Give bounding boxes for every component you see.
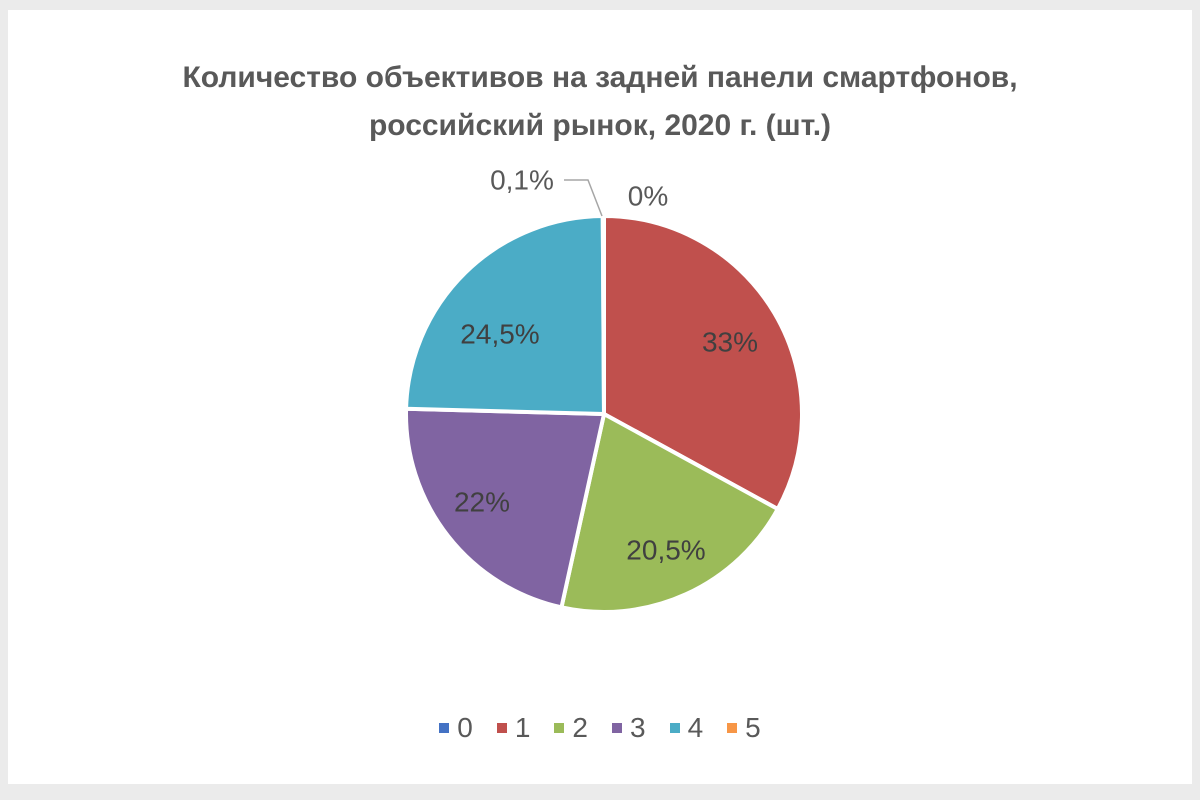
data-label-2: 20,5%: [626, 534, 705, 565]
legend-swatch-0: [439, 723, 450, 733]
pie-slice-1: [602, 214, 804, 512]
leader-line-5: [564, 179, 603, 217]
pie-slice-5: [600, 214, 606, 416]
legend-item-5: 5: [727, 712, 761, 744]
legend-swatch-4: [669, 723, 680, 733]
data-label-4: 24,5%: [460, 318, 539, 349]
legend-item-3: 3: [612, 712, 646, 744]
chart-title: Количество объективов на задней панели с…: [8, 54, 1192, 150]
legend-swatch-5: [727, 723, 738, 733]
legend-item-2: 2: [554, 712, 588, 744]
legend-label-5: 5: [745, 712, 761, 743]
chart-area: Количество объективов на задней панели с…: [8, 10, 1192, 784]
pie-slice-3: [404, 406, 606, 610]
chart-legend: 0 1 2 3 4 5: [8, 712, 1192, 744]
pie-slice-4: [404, 214, 606, 416]
legend-label-1: 1: [514, 712, 531, 743]
chart-title-line-2: российский рынок, 2020 г. (шт.): [368, 109, 832, 142]
data-label-5: 0,1%: [490, 164, 554, 195]
legend-label-3: 3: [630, 712, 646, 743]
data-label-3: 22%: [454, 486, 510, 517]
legend-swatch-2: [554, 723, 565, 733]
chart-title-line-1: Количество объективов на задней панели с…: [182, 61, 1018, 94]
pie-chart: 0% 33% 20,5% 22% 24,5% 0,1%: [404, 164, 804, 614]
legend-swatch-1: [496, 723, 507, 733]
legend-label-4: 4: [687, 712, 704, 743]
data-label-1: 33%: [702, 326, 758, 357]
legend-swatch-3: [612, 723, 622, 733]
pie-slice-2: [559, 412, 780, 614]
legend-label-2: 2: [572, 712, 588, 743]
legend-label-0: 0: [457, 712, 473, 743]
legend-item-4: 4: [669, 712, 704, 744]
legend-item-1: 1: [496, 712, 531, 744]
data-label-0: 0%: [628, 180, 668, 211]
legend-item-0: 0: [439, 712, 473, 744]
